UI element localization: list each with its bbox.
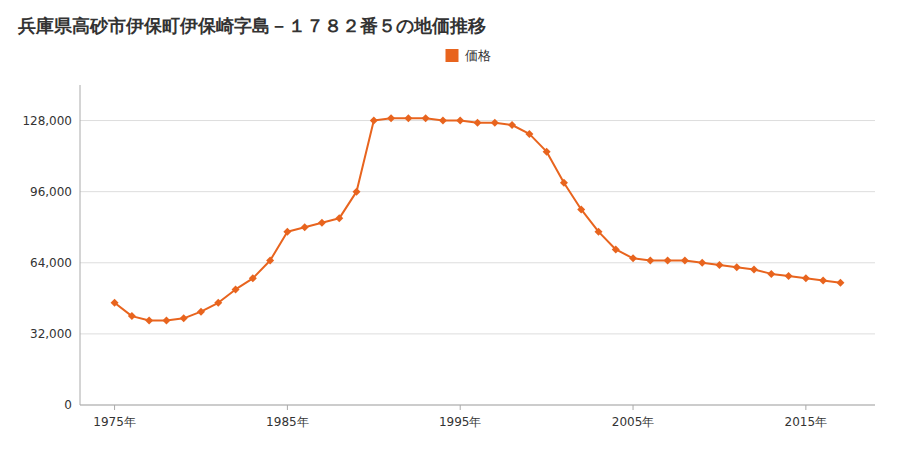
point bbox=[577, 205, 585, 213]
point bbox=[698, 259, 706, 267]
x-tick bbox=[460, 405, 461, 410]
point bbox=[214, 299, 222, 307]
y-axis: 0 32,000 64,000 96,000 128,000 bbox=[22, 85, 80, 412]
x-tick bbox=[114, 405, 115, 410]
x-tick-label: 1985年 bbox=[266, 415, 309, 429]
x-tick-label: 2005年 bbox=[612, 415, 655, 429]
y-tick-label: 128,000 bbox=[22, 114, 72, 128]
point bbox=[111, 299, 119, 307]
point bbox=[836, 279, 844, 287]
point bbox=[664, 257, 672, 265]
point bbox=[162, 317, 170, 325]
point bbox=[266, 257, 274, 265]
point bbox=[560, 179, 568, 187]
point bbox=[802, 274, 810, 282]
y-tick-label: 96,000 bbox=[30, 185, 72, 199]
y-axis-line bbox=[80, 85, 81, 405]
y-tick-label: 0 bbox=[64, 398, 72, 412]
point bbox=[353, 188, 361, 196]
point bbox=[819, 277, 827, 285]
point bbox=[180, 314, 188, 322]
point bbox=[594, 228, 602, 236]
point bbox=[508, 121, 516, 129]
chart: 兵庫県高砂市伊保町伊保崎字島－１７８２番５の地価推移 0 32,000 64,000 9… bbox=[0, 0, 900, 450]
point bbox=[715, 261, 723, 269]
x-axis: 1975年 1985年 1995年 2005年 2015年 bbox=[80, 405, 875, 429]
point bbox=[249, 274, 257, 282]
point bbox=[318, 219, 326, 227]
point bbox=[474, 119, 482, 127]
point bbox=[387, 114, 395, 122]
point bbox=[750, 265, 758, 273]
point bbox=[404, 114, 412, 122]
point bbox=[128, 312, 136, 320]
point bbox=[629, 254, 637, 262]
point bbox=[612, 245, 620, 253]
x-tick-label: 1995年 bbox=[439, 415, 482, 429]
point bbox=[733, 263, 741, 271]
point bbox=[145, 317, 153, 325]
legend: 価格 bbox=[446, 48, 491, 63]
x-tick-label: 2015年 bbox=[785, 415, 828, 429]
x-axis-line bbox=[80, 405, 875, 406]
x-tick bbox=[805, 405, 806, 410]
point bbox=[197, 308, 205, 316]
grid-line bbox=[80, 191, 875, 192]
line bbox=[115, 118, 841, 320]
point bbox=[232, 285, 240, 293]
point bbox=[301, 223, 309, 231]
x-tick bbox=[633, 405, 634, 410]
point bbox=[543, 148, 551, 156]
grid-line bbox=[80, 262, 875, 263]
grid-line bbox=[80, 405, 875, 406]
x-tick bbox=[287, 405, 288, 410]
point bbox=[767, 270, 775, 278]
point bbox=[491, 119, 499, 127]
legend-label: 価格 bbox=[465, 48, 491, 63]
point bbox=[422, 114, 430, 122]
point bbox=[646, 257, 654, 265]
legend-swatch bbox=[446, 49, 459, 62]
data bbox=[111, 114, 845, 324]
point bbox=[370, 117, 378, 125]
point bbox=[335, 214, 343, 222]
grid-line bbox=[80, 333, 875, 334]
point bbox=[785, 272, 793, 280]
x-tick-label: 1975年 bbox=[93, 415, 136, 429]
point bbox=[681, 257, 689, 265]
title: 兵庫県高砂市伊保町伊保崎字島－１７８２番５の地価推移 bbox=[17, 15, 486, 36]
point bbox=[525, 130, 533, 138]
y-tick-label: 32,000 bbox=[30, 327, 72, 341]
y-tick-label: 64,000 bbox=[30, 256, 72, 270]
y-grid bbox=[80, 121, 875, 405]
point bbox=[439, 117, 447, 125]
point bbox=[456, 117, 464, 125]
point bbox=[283, 228, 291, 236]
